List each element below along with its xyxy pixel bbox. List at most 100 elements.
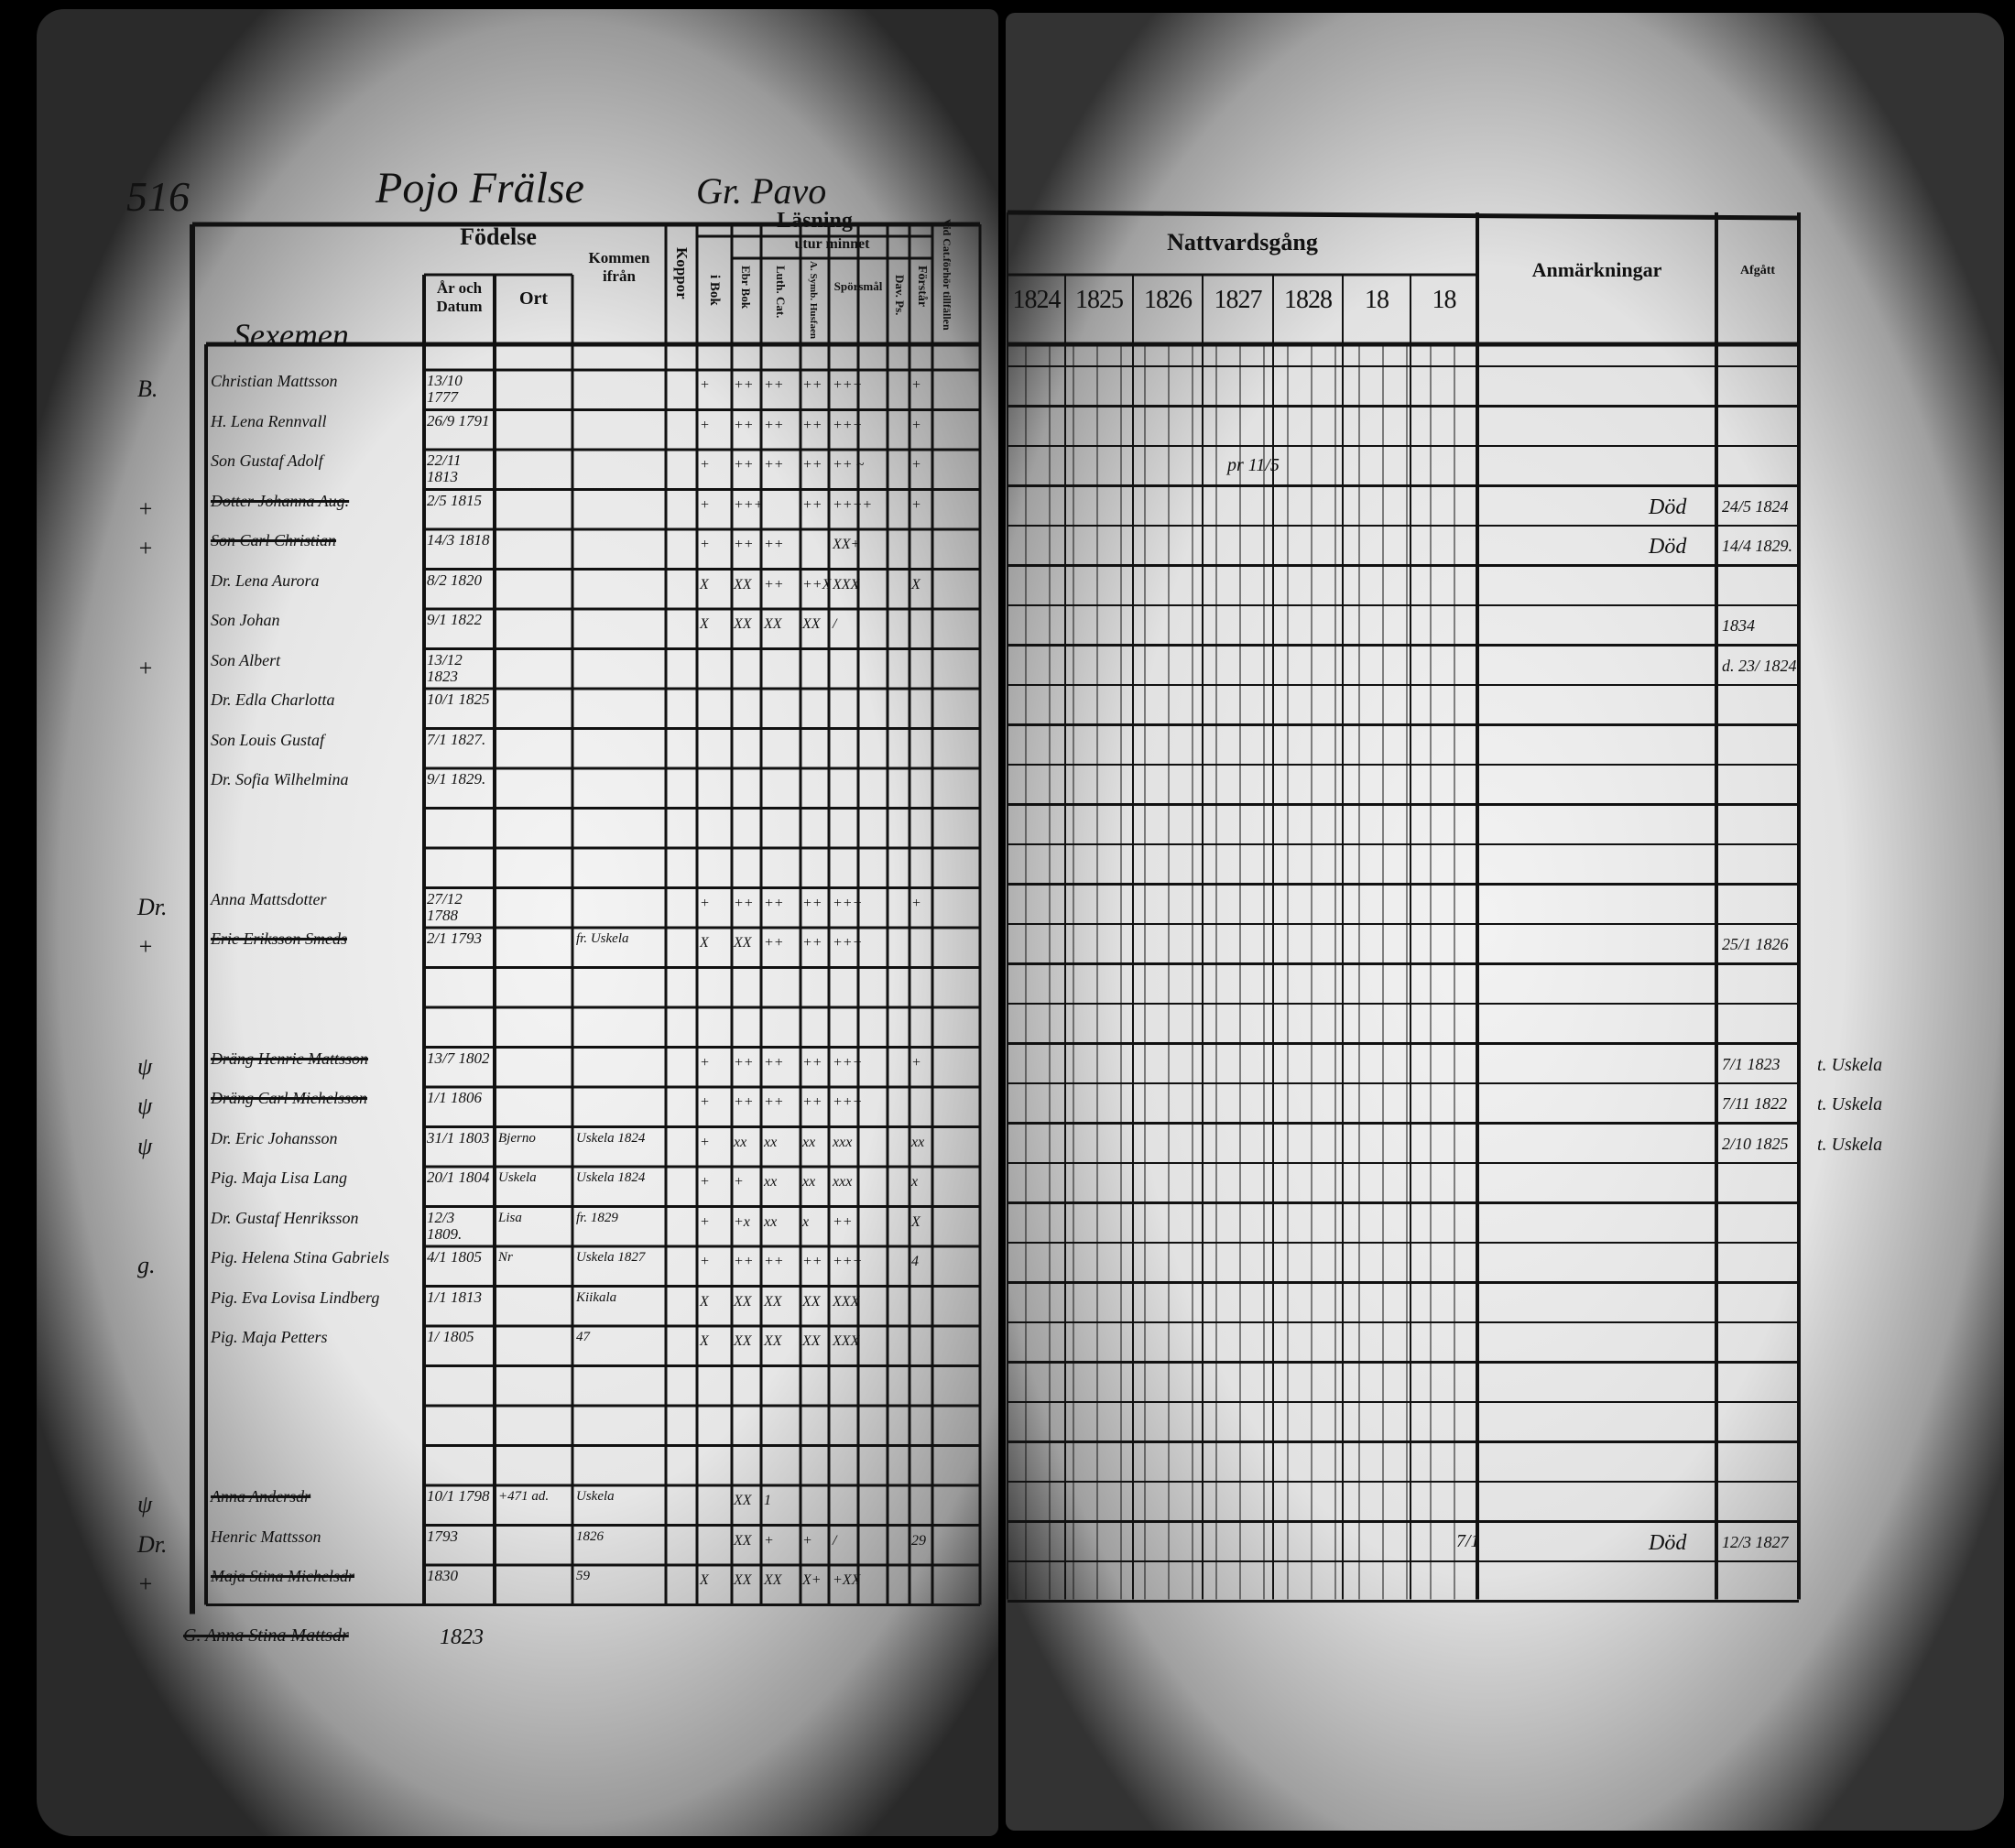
row-margin-mark: +: [137, 654, 154, 681]
header-kommen-ifran: Kommen ifrån: [588, 249, 650, 285]
reading-mark: 4: [911, 1254, 919, 1269]
birth-place: Uskela: [498, 1170, 537, 1185]
birth-date: 7/1 1827.: [427, 730, 486, 748]
person-name: Henric Mattsson: [211, 1527, 321, 1546]
departure-date: d. 23/ 1824: [1722, 656, 1797, 675]
birth-date: 13/7 1802: [427, 1049, 490, 1067]
reading-mark: +++: [833, 377, 863, 393]
reading-mark: xxx: [833, 1174, 853, 1190]
left-page: [37, 9, 998, 1836]
reading-mark: ++ ~: [833, 457, 865, 473]
group-label: Sexemen: [234, 317, 349, 353]
person-name: Anna Andersdr: [211, 1487, 311, 1506]
reading-mark: ++: [734, 895, 754, 911]
birth-date: 9/1 1829.: [427, 770, 486, 788]
departure-date: 7/11 1822: [1722, 1094, 1788, 1113]
reading-mark: ++: [764, 935, 784, 951]
reading-mark: +++: [734, 496, 764, 513]
reading-mark: XXX: [833, 1293, 860, 1310]
header-lasning: Läsning: [777, 209, 853, 233]
reading-mark: ++: [764, 895, 784, 911]
reading-mark: xx: [802, 1134, 816, 1150]
reading-mark: +: [911, 417, 921, 433]
reading-mark: XX: [764, 1293, 782, 1310]
reading-mark: XX: [802, 1333, 821, 1349]
reading-mark: ++: [764, 1254, 784, 1269]
reading-mark: 29: [911, 1532, 926, 1549]
reading-mark: XXX: [833, 1333, 860, 1349]
header-ar-och-datum: År och Datum: [436, 279, 483, 315]
reading-mark: X: [700, 616, 709, 632]
reading-mark: ++: [764, 537, 784, 552]
year-header: 1828: [1284, 286, 1333, 314]
person-name: Dr. Eric Johansson: [211, 1128, 338, 1147]
year-header: 18: [1365, 286, 1389, 314]
person-name: Dr. Edla Charlotta: [211, 690, 335, 709]
reading-mark: X: [700, 1572, 709, 1588]
birth-date: 22/11 1813: [427, 451, 462, 485]
reading-mark: ++: [764, 576, 784, 592]
reading-mark: ++X: [802, 576, 832, 592]
birth-date: 13/10 1777: [427, 372, 463, 406]
header-a-symb: A. Symb. Husfaen: [808, 261, 819, 339]
year-header: 1824: [1012, 286, 1062, 314]
header-luth-cat: Luth. Cat.: [774, 266, 788, 319]
birth-date: 10/1 1825: [427, 690, 490, 708]
reading-mark: ++: [734, 1094, 754, 1110]
reading-mark: XX: [802, 616, 821, 632]
reading-mark: X: [700, 576, 709, 592]
reading-mark: xx: [764, 1213, 778, 1230]
reading-mark: +: [700, 895, 710, 911]
row-margin-mark: +: [137, 535, 154, 561]
person-name: Dräng Henric Mattsson: [211, 1049, 368, 1068]
header-koppor: Koppor: [673, 247, 691, 299]
reading-mark: ++: [802, 417, 822, 433]
person-name: Anna Mattsdotter: [211, 889, 327, 908]
reading-mark: XX+: [833, 537, 861, 552]
birth-date: 12/3 1809.: [427, 1208, 463, 1243]
row-margin-mark: +: [137, 1571, 154, 1597]
person-name: Pig. Eva Lovisa Lindberg: [211, 1288, 380, 1307]
row-margin-mark: +: [137, 495, 154, 522]
reading-mark: +: [700, 496, 710, 513]
reading-mark: XX: [734, 1333, 752, 1349]
reading-mark: +++: [833, 895, 863, 911]
reading-mark: +: [700, 457, 710, 473]
reading-mark: XX: [734, 1532, 752, 1549]
right-page: [1006, 13, 2004, 1831]
person-name: Dr. Gustaf Henriksson: [211, 1208, 359, 1227]
person-name: Pig. Maja Lisa Lang: [211, 1169, 348, 1187]
row-margin-mark: g.: [137, 1252, 156, 1278]
reading-mark: +: [911, 895, 921, 911]
birth-date: 1/1 1813: [427, 1288, 482, 1306]
birth-date: 13/12 1823: [427, 650, 463, 685]
reading-mark: x: [802, 1213, 810, 1230]
departure-date: 2/10 1825: [1722, 1134, 1789, 1153]
reading-mark: XX: [734, 1293, 752, 1310]
reading-mark: ++: [764, 1094, 784, 1110]
moved-from: Uskela 1824: [576, 1130, 646, 1146]
reading-mark: +: [700, 537, 710, 552]
birth-date: 1/ 1805: [427, 1328, 474, 1345]
birth-date: 2/1 1793: [427, 929, 482, 947]
reading-mark: XX: [764, 1333, 782, 1349]
birth-place: Bjerno: [498, 1130, 536, 1146]
reading-mark: +x: [734, 1213, 750, 1230]
reading-mark: XX: [764, 1572, 782, 1588]
departure-destination: t. Uskela: [1817, 1094, 1883, 1114]
reading-mark: XX: [734, 1493, 752, 1508]
reading-mark: +++: [833, 417, 863, 433]
person-name: Dräng Carl Michelsson: [211, 1089, 367, 1107]
reading-mark: ++: [802, 1054, 822, 1071]
reading-mark: ++: [764, 417, 784, 433]
reading-mark: +: [700, 1213, 710, 1230]
birth-date: 31/1 1803: [427, 1128, 490, 1147]
header-forstar: Förstår: [915, 266, 929, 308]
moved-from: 47: [576, 1330, 590, 1344]
departure-date: 1834: [1722, 616, 1755, 635]
person-name: Maja Stina Michelsdr: [211, 1567, 354, 1585]
birth-place: Nr: [498, 1250, 513, 1265]
reading-mark: ++: [802, 377, 822, 393]
reading-mark: ++: [802, 1094, 822, 1110]
estate-heading: Pojo Frälse: [376, 164, 584, 212]
